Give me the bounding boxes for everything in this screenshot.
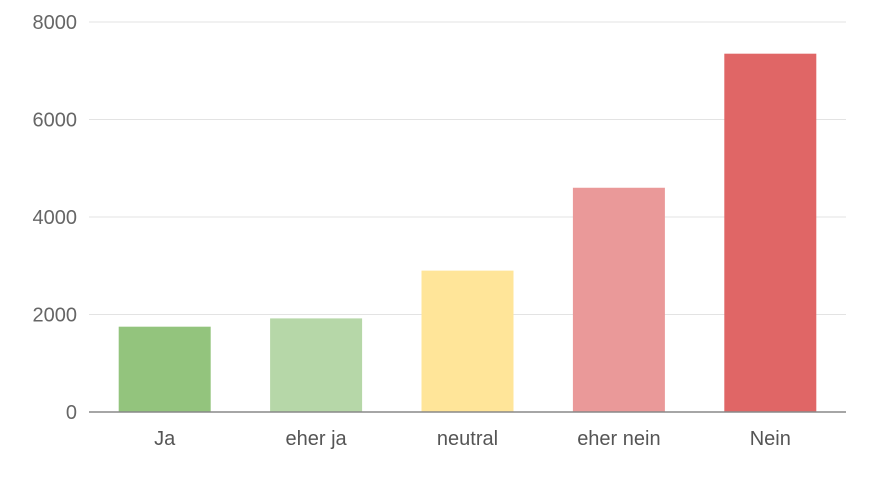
x-category-label: eher ja — [286, 428, 348, 450]
x-category-label: eher nein — [577, 428, 660, 450]
y-tick-label: 4000 — [33, 207, 78, 229]
y-tick-label: 2000 — [33, 305, 78, 327]
y-tick-label: 0 — [66, 402, 77, 424]
x-category-label: Ja — [154, 428, 176, 450]
y-axis-tick-labels: 0 2000 4000 6000 8000 — [33, 12, 78, 424]
x-category-label: neutral — [437, 428, 498, 450]
bars — [118, 53, 817, 412]
y-tick-label: 8000 — [33, 12, 78, 34]
bar-neutral — [421, 270, 514, 412]
bar-ja — [118, 326, 211, 412]
bar-nein — [724, 53, 817, 412]
x-category-label: Nein — [750, 428, 791, 450]
bar-eher-nein — [572, 187, 665, 412]
y-tick-label: 6000 — [33, 110, 78, 132]
bar-eher-ja — [270, 318, 363, 412]
x-axis-category-labels: Ja eher ja neutral eher nein Nein — [154, 428, 791, 450]
